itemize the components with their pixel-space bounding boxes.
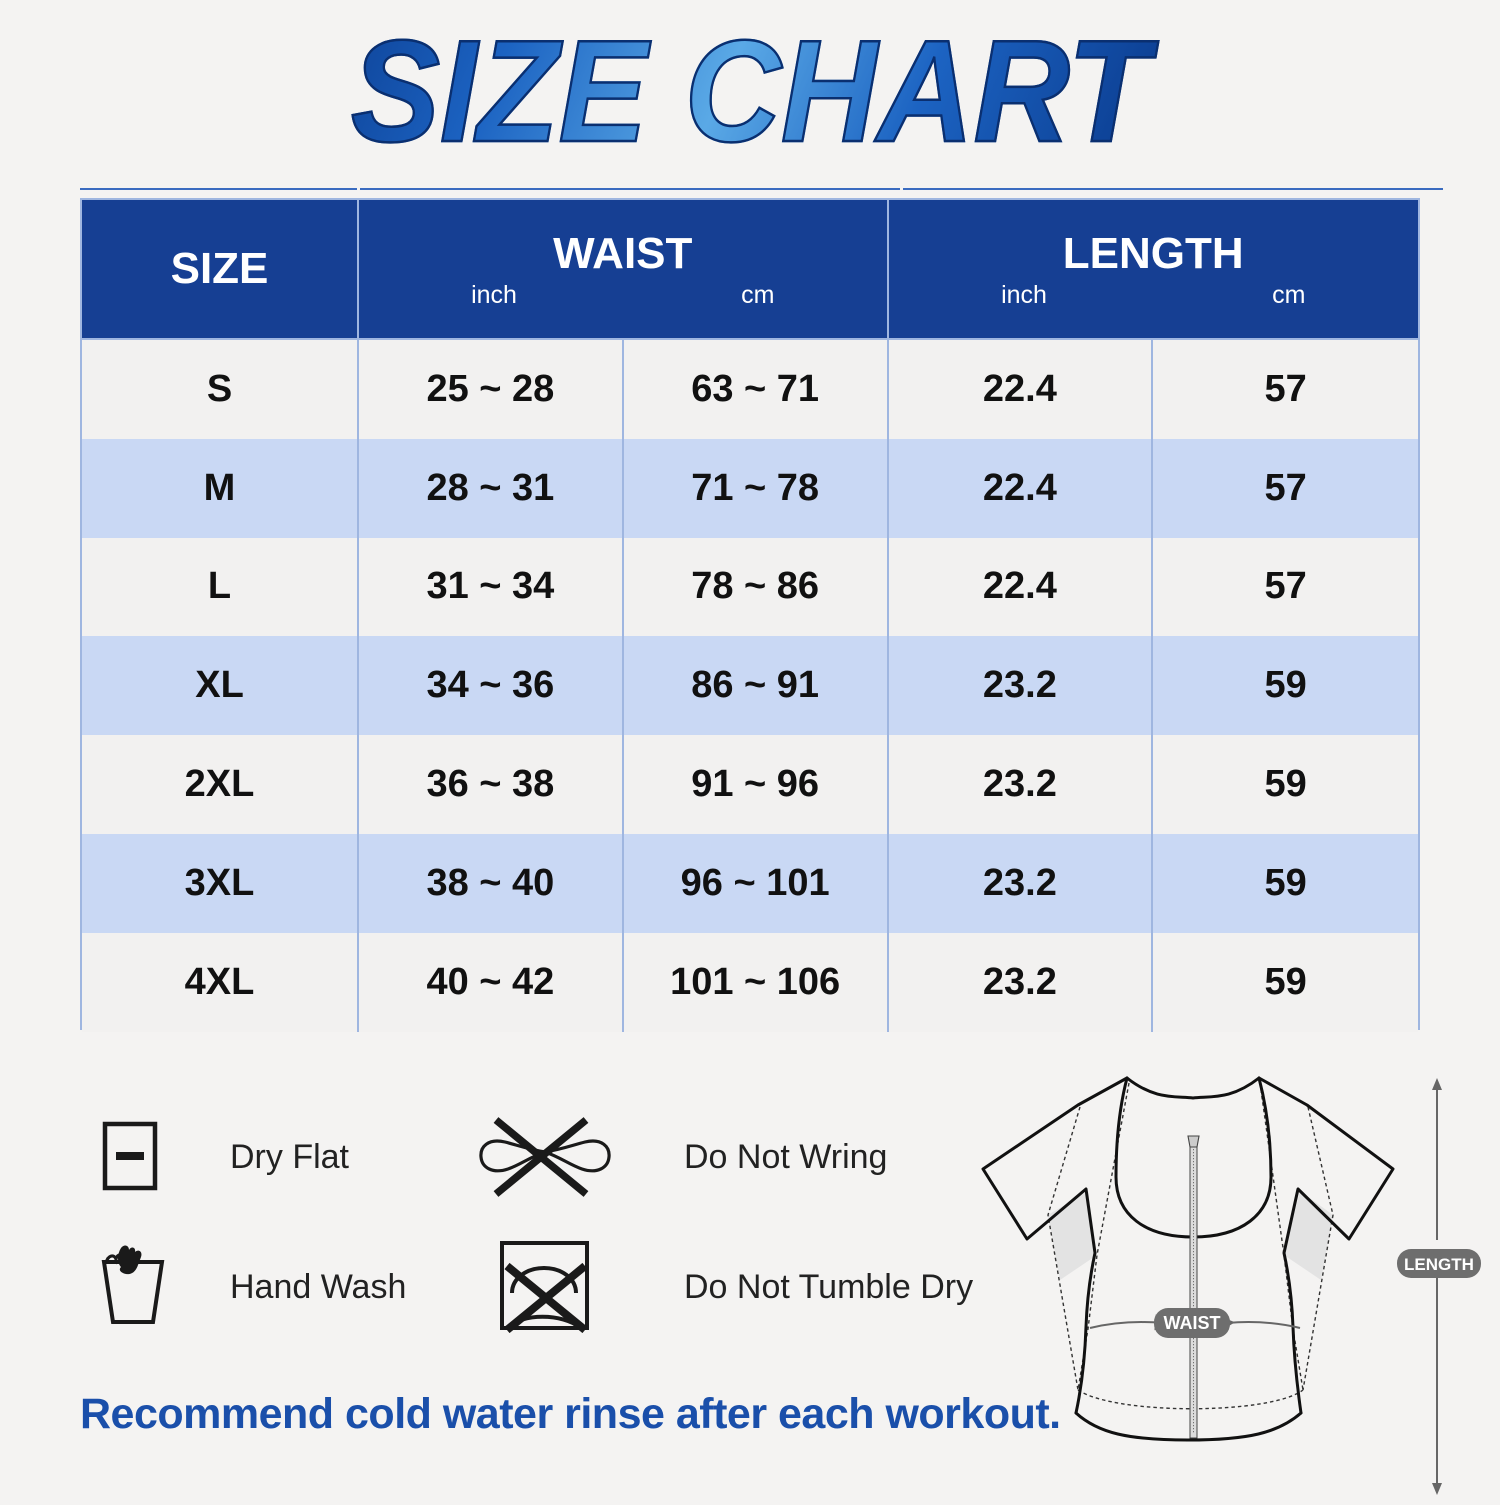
svg-text:WAIST: WAIST: [1164, 1313, 1221, 1333]
svg-text:LENGTH: LENGTH: [1404, 1255, 1474, 1274]
